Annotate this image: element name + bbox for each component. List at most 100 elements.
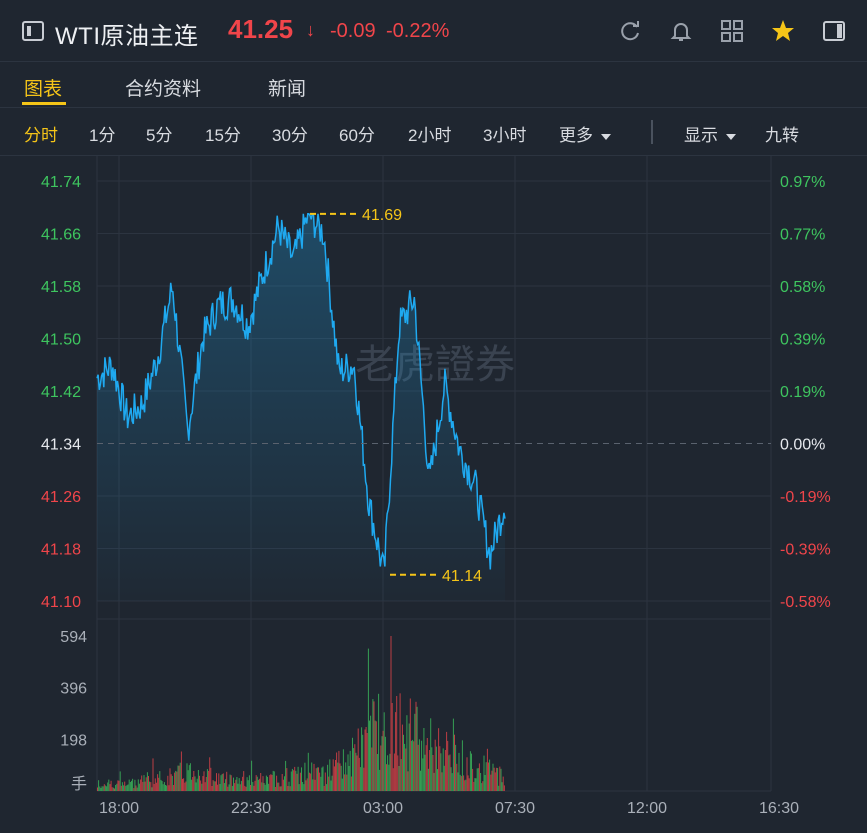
grid-icon[interactable] (719, 18, 745, 44)
volume-bar (209, 757, 211, 791)
volume-bar (179, 762, 181, 791)
volume-bar (344, 774, 346, 791)
more-label: 更多 (559, 126, 593, 145)
price-tick-label: 41.50 (41, 332, 81, 349)
volume-bar (383, 712, 385, 791)
volume-bar (347, 754, 349, 791)
volume-bar (99, 786, 101, 791)
volume-bar (465, 779, 467, 791)
volume-bar (247, 780, 249, 791)
tab-news[interactable]: 新闻 (268, 79, 307, 100)
volume-bar (461, 740, 463, 791)
volume-bar (365, 727, 367, 791)
volume-bar (203, 771, 205, 791)
volume-bar (115, 785, 117, 791)
volume-bar (349, 750, 351, 791)
display-dropdown[interactable]: 显示 (684, 121, 736, 146)
price-volume-chart[interactable]: 老虎證券 41.69 41.14 41.74 41.66 41.58 41.50 41.4… (0, 156, 867, 833)
volume-bar (427, 768, 429, 791)
interval-30m[interactable]: 30分 (272, 126, 308, 145)
volume-bar (307, 752, 309, 791)
display-label: 显示 (684, 126, 718, 145)
sidebar-toggle-icon[interactable] (22, 21, 44, 41)
volume-bar (138, 783, 140, 791)
volume-bar (469, 751, 471, 791)
volume-bar (390, 636, 392, 791)
volume-bar (381, 736, 383, 791)
volume-bar (330, 780, 332, 791)
volume-bar (482, 781, 484, 791)
volume-bar (473, 781, 475, 791)
volume-bar (137, 779, 139, 791)
interval-60m[interactable]: 60分 (339, 126, 375, 145)
panel-icon[interactable] (821, 18, 847, 44)
refresh-icon[interactable] (617, 18, 643, 44)
volume-bar (448, 755, 450, 791)
volume-bar (353, 748, 355, 791)
down-arrow-icon: ↓ (306, 20, 315, 40)
volume-bar (107, 782, 109, 791)
volume-bar (312, 779, 314, 791)
volume-bar (440, 753, 442, 791)
tab-chart[interactable]: 图表 (24, 79, 63, 100)
interval-bar: 分时 1分 5分 15分 30分 60分 2小时 3小时 更多 显示 九转 (0, 108, 867, 156)
interval-5m[interactable]: 5分 (146, 126, 173, 145)
volume-bar (356, 755, 358, 791)
volume-bar (157, 774, 159, 791)
volume-bar (271, 775, 273, 791)
volume-bar (294, 766, 296, 791)
volume-bar (302, 782, 304, 791)
volume-bar (160, 779, 162, 791)
volume-bar (310, 773, 312, 791)
volume-bar (128, 779, 130, 791)
volume-bar (279, 786, 281, 791)
volume-bar (102, 786, 104, 791)
volume-bar (495, 767, 497, 791)
volume-bar (298, 784, 300, 791)
volume-bar (270, 774, 272, 791)
volume-bar (262, 776, 264, 791)
volume-bar (152, 758, 154, 791)
volume-bar (205, 777, 207, 791)
interval-3h[interactable]: 3小时 (483, 126, 527, 145)
volume-bar (447, 740, 449, 791)
interval-1m[interactable]: 1分 (89, 126, 116, 145)
volume-bar (403, 734, 404, 791)
volume-bar (301, 767, 302, 791)
volume-bar (111, 787, 113, 791)
price-axis: 41.74 41.66 41.58 41.50 41.42 41.34 41.26 41.18… (41, 174, 81, 611)
volume-bar (240, 780, 242, 791)
volume-bar (265, 775, 267, 791)
volume-bar (331, 775, 333, 791)
volume-bar (142, 781, 144, 791)
interval-timeshare[interactable]: 分时 (24, 126, 58, 145)
volume-bar (422, 758, 424, 791)
bell-icon[interactable] (668, 18, 694, 44)
volume-bar (255, 775, 257, 791)
volume-bar (409, 698, 411, 791)
volume-bar (237, 783, 239, 791)
volume-bar (263, 783, 265, 791)
volume-bar (438, 728, 440, 791)
volume-bar (246, 777, 248, 791)
volume-bar (274, 787, 276, 791)
volume-bar (499, 766, 501, 791)
interval-more-dropdown[interactable]: 更多 (559, 121, 611, 146)
volume-bar (144, 781, 146, 791)
volume-bar (490, 774, 492, 791)
interval-2h[interactable]: 2小时 (408, 126, 452, 145)
volume-bar (398, 766, 400, 791)
star-icon[interactable] (770, 18, 796, 44)
volume-bar (264, 784, 266, 791)
percent-tick-label: 0.97% (780, 174, 825, 191)
volume-bar (435, 746, 437, 791)
volume-bar (201, 783, 203, 791)
volume-bar (420, 770, 421, 791)
volume-bar (452, 718, 454, 791)
volume-bar (108, 779, 110, 791)
tab-contract-info[interactable]: 合约资料 (125, 79, 202, 100)
interval-15m[interactable]: 15分 (205, 126, 241, 145)
interval-nine-turn[interactable]: 九转 (765, 126, 799, 145)
volume-bar (183, 778, 185, 791)
volume-bar (401, 724, 403, 791)
